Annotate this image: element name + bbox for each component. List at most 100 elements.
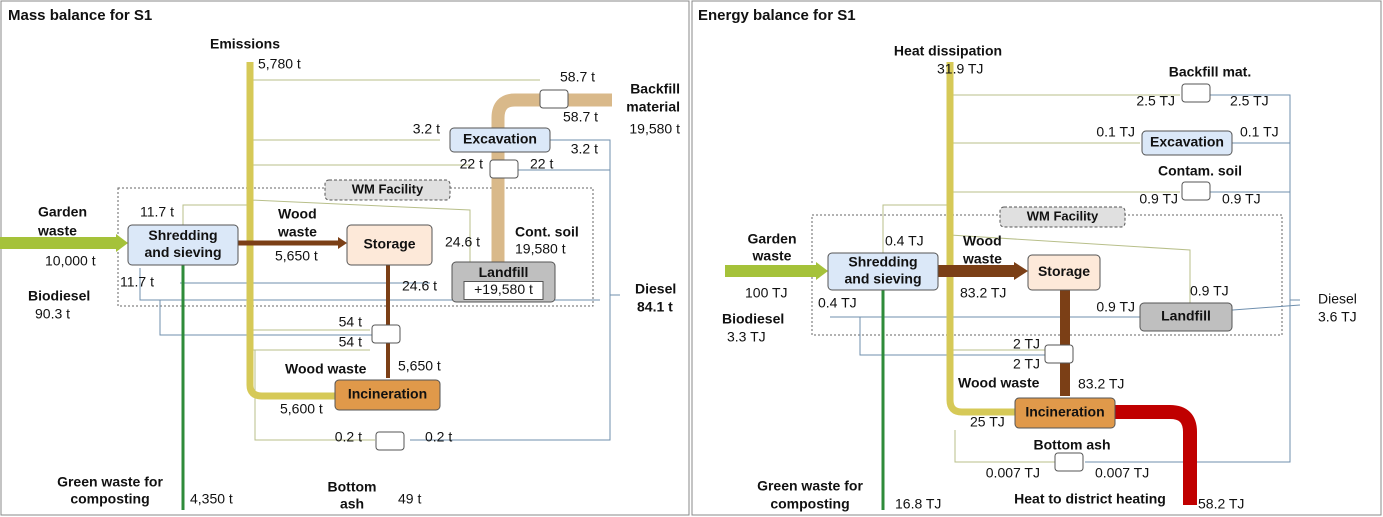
- node-box: [127, 224, 239, 266]
- flow-label: material: [626, 99, 680, 115]
- flow-label: 3.6 TJ: [1318, 309, 1357, 325]
- flow-label: 100 TJ: [745, 285, 788, 301]
- node-label: Storage: [363, 236, 415, 252]
- flow-label: 3.2 t: [413, 121, 440, 137]
- flow-label: 19,580 t: [515, 241, 566, 257]
- node-label: Landfill: [479, 264, 529, 280]
- node-box: [324, 179, 451, 201]
- flow-label: composting: [770, 496, 849, 512]
- flow-label: 0.9 TJ: [1096, 299, 1135, 315]
- flow-label: Garden: [747, 231, 796, 247]
- flow-label: 3.2 t: [571, 141, 598, 157]
- flow-label: 2 TJ: [1013, 356, 1040, 372]
- node-label: Excavation: [463, 131, 537, 147]
- node-inner-box: [463, 281, 544, 300]
- node-label: WM Facility: [352, 181, 424, 196]
- node-label: and sieving: [144, 244, 221, 260]
- flow-label: 2 TJ: [1013, 336, 1040, 352]
- flow-label: Bottom ash: [1034, 437, 1111, 453]
- node-box: [1139, 302, 1233, 332]
- flow-label: Biodiesel: [722, 311, 784, 327]
- flow-label: 5,650 t: [398, 358, 441, 374]
- flow-label: 22 t: [460, 156, 483, 172]
- flow-label: Garden: [38, 204, 87, 220]
- panel-frame: [691, 0, 1382, 516]
- node-box: [449, 127, 551, 153]
- main-flows: [0, 62, 1197, 510]
- flow-label: 16.8 TJ: [895, 496, 941, 512]
- flow-label: composting: [70, 491, 149, 507]
- node-label: Excavation: [1150, 134, 1224, 150]
- node-label: +19,580 t: [474, 281, 533, 297]
- flow-label: Wood: [963, 233, 1002, 249]
- flow-label: 54 t: [339, 334, 362, 350]
- flow-label: waste: [962, 251, 1002, 267]
- flow-label: 90.3 t: [35, 306, 70, 322]
- flow-label: 0.1 TJ: [1240, 124, 1279, 140]
- flow-label: 22 t: [530, 156, 553, 172]
- flow-label: 0.4 TJ: [818, 295, 857, 311]
- flow-label: 83.2 TJ: [1078, 376, 1124, 392]
- flow-label: 11.7 t: [140, 204, 174, 220]
- flow-label: 10,000 t: [45, 253, 96, 269]
- flow-label: Diesel: [635, 281, 676, 297]
- flow-label: waste: [752, 248, 792, 264]
- flow-label: 2.5 TJ: [1136, 93, 1175, 109]
- panel-frame: [0, 0, 690, 516]
- flow-label: 0.9 TJ: [1222, 191, 1261, 207]
- flow-label: waste: [277, 224, 317, 240]
- panel-title: Mass balance for S1: [8, 7, 152, 24]
- flow-label: Green waste for: [757, 478, 863, 494]
- flow-label: 49 t: [398, 491, 421, 507]
- flow-label: 0.2 t: [425, 429, 452, 445]
- flow-label: ash: [340, 496, 364, 512]
- flow-label: Bottom: [328, 479, 377, 495]
- flow-label: Wood waste: [285, 361, 367, 377]
- flow-label: 24.6 t: [445, 234, 480, 250]
- flow-label: Green waste for: [57, 474, 163, 490]
- flow-label: 84.1 t: [637, 299, 673, 315]
- flow-label: 2.5 TJ: [1230, 93, 1269, 109]
- flow-label: 4,350 t: [190, 491, 233, 507]
- flow-label: 0.007 TJ: [1095, 465, 1149, 481]
- flow-label: 0.9 TJ: [1190, 283, 1229, 299]
- flow-label: waste: [37, 223, 77, 239]
- node-box: [346, 224, 433, 266]
- flow-label: Emissions: [210, 36, 280, 52]
- flow-label: 0.9 TJ: [1139, 191, 1178, 207]
- node-box: [1141, 130, 1233, 156]
- flow-label: 58.7 t: [560, 69, 595, 85]
- node-label: WM Facility: [1027, 208, 1099, 223]
- flow-label: Cont. soil: [515, 224, 579, 240]
- flow-label: 5,780 t: [258, 56, 301, 72]
- node-box: [999, 206, 1126, 228]
- node-label: Incineration: [1025, 404, 1104, 420]
- flow-label: 0.007 TJ: [986, 465, 1040, 481]
- truck-icons: [371, 83, 1211, 472]
- flow-label: 11.7 t: [120, 274, 154, 290]
- node-box: [1014, 397, 1116, 429]
- flow-label: 54 t: [339, 314, 362, 330]
- flow-label: Wood: [278, 206, 317, 222]
- flow-label: 24.6 t: [402, 278, 437, 294]
- flow-label: Backfill: [630, 81, 680, 97]
- flow-label: 0.1 TJ: [1096, 124, 1135, 140]
- node-label: Shredding: [148, 227, 217, 243]
- flow-label: Backfill mat.: [1169, 64, 1251, 80]
- flow-label: 58.7 t: [563, 109, 598, 125]
- flow-label: 25 TJ: [970, 414, 1005, 430]
- node-label: Incineration: [348, 386, 427, 402]
- node-box: [1027, 254, 1101, 291]
- node-box: [827, 252, 939, 291]
- flow-label: Heat to district heating: [1014, 491, 1166, 507]
- flow-label: 83.2 TJ: [960, 285, 1006, 301]
- flow-label: Contam. soil: [1158, 163, 1242, 179]
- flow-label: 0.2 t: [335, 429, 362, 445]
- flow-label: 3.3 TJ: [727, 329, 766, 345]
- flow-label: Wood waste: [958, 375, 1040, 391]
- flow-label: 31.9 TJ: [937, 61, 983, 77]
- flow-label: 58.2 TJ: [1198, 496, 1244, 512]
- flow-label: Heat dissipation: [894, 43, 1002, 59]
